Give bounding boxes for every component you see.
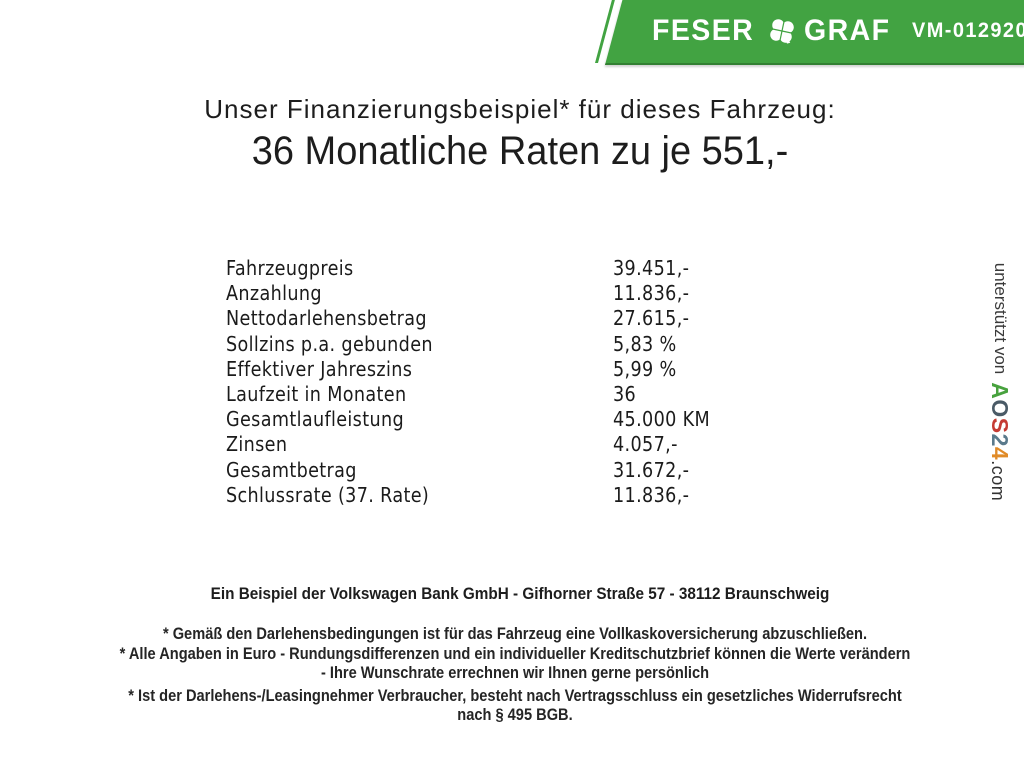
row-label: Zinsen [226, 432, 288, 457]
footnote-line: * Ist der Darlehens-/Leasingnehmer Verbr… [128, 685, 902, 705]
bank-example-line: Ein Beispiel der Volkswagen Bank GmbH - … [210, 584, 830, 603]
row-value: 4.057,- [613, 432, 678, 457]
table-row: Anzahlung 11.836,- [226, 281, 786, 306]
brand-name-graf: GRAF [803, 13, 890, 47]
row-value: 31.672,- [613, 457, 690, 482]
support-sidebar: unterstützt von A O S 2 4 .com [986, 232, 1014, 532]
finance-heading-line2: 36 Monatliche Raten zu je 551,- [251, 129, 789, 173]
row-label: Sollzins p.a. gebunden [226, 331, 433, 356]
row-label: Gesamtlaufleistung [226, 407, 404, 432]
footnote-line: * Alle Angaben in Euro - Rundungsdiffere… [119, 643, 911, 663]
aos24-logo-letter-a: A [987, 382, 1014, 400]
vehicle-code: VM-012920 [911, 18, 1024, 42]
finance-table: Fahrzeugpreis 39.451,- Anzahlung 11.836,… [226, 256, 786, 508]
table-row: Fahrzeugpreis 39.451,- [226, 256, 786, 281]
aos24-logo-digit-2: 2 [987, 433, 1014, 447]
brand-name-feser: FESER [652, 13, 755, 47]
brand-banner-content: FESER GRAF VM-012920 [652, 0, 1024, 61]
table-row: Nettodarlehensbetrag 27.615,- [226, 306, 786, 331]
row-label: Anzahlung [226, 281, 322, 306]
row-value: 45.000 KM [613, 407, 711, 432]
row-value: 5,99 % [613, 356, 677, 381]
table-row: Gesamtbetrag 31.672,- [226, 458, 786, 483]
aos24-logo-letter-o: O [987, 399, 1014, 418]
finance-heading-line1: Unser Finanzierungsbeispiel* für dieses … [204, 94, 836, 124]
row-label: Effektiver Jahreszins [226, 356, 413, 381]
table-row: Schlussrate (37. Rate) 11.836,- [226, 483, 786, 508]
aos24-logo-letter-s: S [987, 417, 1014, 434]
row-value: 11.836,- [613, 482, 690, 507]
row-label: Nettodarlehensbetrag [226, 306, 427, 331]
table-row: Laufzeit in Monaten 36 [226, 382, 786, 407]
row-value: 36 [613, 381, 637, 406]
footnote-line: - Ihre Wunschrate errechnen wir Ihnen ge… [320, 663, 710, 682]
row-label: Fahrzeugpreis [226, 256, 354, 280]
aos24-logo-digit-4: 4 [987, 446, 1014, 461]
footnotes: * Gemäß den Darlehensbedingungen ist für… [0, 624, 1024, 725]
table-row: Effektiver Jahreszins 5,99 % [226, 357, 786, 382]
table-row: Gesamtlaufleistung 45.000 KM [226, 407, 786, 432]
row-value: 5,83 % [613, 331, 677, 356]
row-value: 39.451,- [613, 256, 690, 280]
table-row: Sollzins p.a. gebunden 5,83 % [226, 332, 786, 357]
row-label: Gesamtbetrag [226, 457, 357, 482]
clover-icon [764, 13, 800, 49]
footnote-line: * Gemäß den Darlehensbedingungen ist für… [162, 624, 868, 643]
table-row: Zinsen 4.057,- [226, 432, 786, 457]
finance-heading: Unser Finanzierungsbeispiel* für dieses … [0, 94, 1024, 174]
row-value: 27.615,- [613, 306, 690, 331]
support-prefix-label: unterstützt von [991, 262, 1010, 375]
row-value: 11.836,- [613, 281, 690, 306]
row-label: Laufzeit in Monaten [226, 381, 407, 406]
aos24-logo: A O S 2 4 .com [987, 382, 1014, 501]
aos24-domain-suffix: .com [988, 460, 1009, 502]
footnote-line: nach § 495 BGB. [457, 705, 573, 724]
row-label: Schlussrate (37. Rate) [226, 482, 430, 507]
